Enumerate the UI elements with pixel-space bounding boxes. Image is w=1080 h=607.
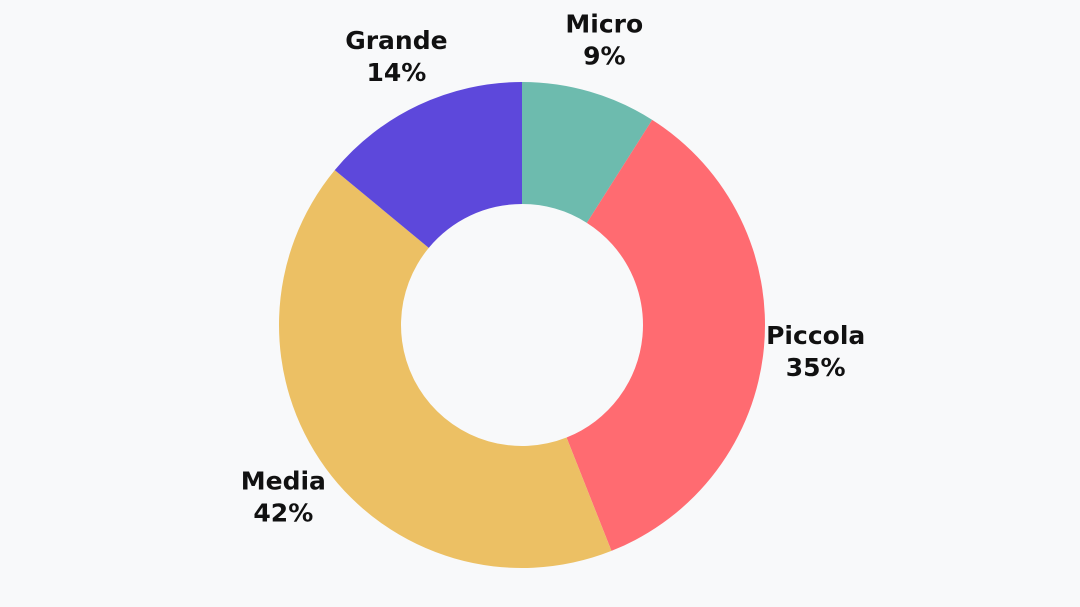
value-label: 35%: [786, 353, 846, 382]
segment-label: Piccola: [766, 321, 865, 350]
value-label: 9%: [583, 42, 625, 71]
donut-segment: [522, 82, 653, 223]
donut-segment: [279, 170, 612, 568]
segment-label: Micro: [565, 10, 643, 39]
segment-label: Media: [241, 466, 326, 495]
donut-segment: [566, 119, 765, 551]
value-label: 42%: [253, 498, 313, 527]
segment-label: Grande: [345, 26, 447, 55]
value-label: 14%: [366, 58, 426, 87]
donut-segment: [334, 82, 522, 248]
